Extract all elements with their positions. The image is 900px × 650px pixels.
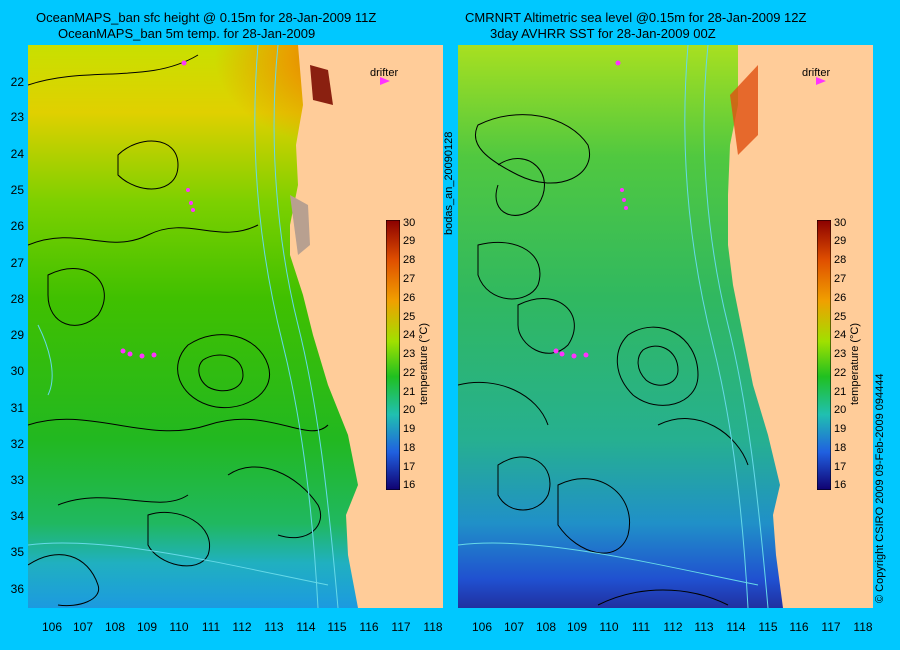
lon-tick: 111	[201, 620, 221, 634]
right-title-line2: 3day AVHRR SST for 28-Jan-2009 00Z	[490, 26, 716, 41]
colorbar-tick: 18	[834, 442, 847, 454]
lat-tick: 33	[10, 473, 24, 487]
colorbar-tick: 20	[403, 404, 416, 416]
lon-tick: 114	[296, 620, 316, 634]
colorbar-tick: 19	[403, 423, 416, 435]
right-colorbar-label: temperature (°C)	[849, 322, 861, 405]
lat-tick: 25	[10, 183, 24, 197]
land-mass	[728, 45, 873, 608]
right-title-line1: CMRNRT Altimetric sea level @0.15m for 2…	[465, 10, 807, 25]
left-colorbar-label: temperature (°C)	[418, 322, 430, 405]
lat-tick: 30	[10, 364, 24, 378]
lon-tick: 113	[694, 620, 714, 634]
lat-tick: 32	[10, 437, 24, 451]
lat-tick: 34	[10, 509, 24, 523]
lon-tick: 113	[264, 620, 284, 634]
lon-tick: 114	[726, 620, 746, 634]
right-drifter-label: drifter	[802, 67, 831, 79]
colorbar-tick: 27	[834, 273, 847, 285]
lon-tick: 116	[789, 620, 809, 634]
lon-tick: 106	[41, 620, 63, 634]
colorbar-tick: 17	[403, 461, 416, 473]
lon-tick: 109	[136, 620, 158, 634]
colorbar-tick: 21	[403, 386, 416, 398]
lat-tick: 26	[10, 219, 24, 233]
colorbar-tick: 22	[834, 367, 847, 379]
lat-tick: 31	[10, 401, 24, 415]
lon-tick: 107	[72, 620, 94, 634]
lon-tick: 109	[566, 620, 588, 634]
colorbar-tick: 17	[834, 461, 847, 473]
colorbar-tick: 30	[834, 217, 847, 229]
lon-tick: 118	[423, 620, 443, 634]
colorbar-tick: 24	[403, 329, 416, 341]
left-title-line2: OceanMAPS_ban 5m temp. for 28-Jan-2009	[58, 26, 316, 41]
colorbar-tick: 25	[834, 311, 847, 323]
lon-tick: 115	[327, 620, 347, 634]
lon-tick: 118	[853, 620, 873, 634]
lat-tick: 28	[10, 292, 24, 306]
land-mass	[290, 45, 443, 608]
colorbar-tick: 16	[403, 479, 416, 491]
lon-tick: 111	[631, 620, 651, 634]
copyright-label: © Copyright CSIRO 2009 09-Feb-2009 09444…	[874, 373, 886, 603]
lat-tick: 29	[10, 328, 24, 342]
colorbar-tick: 25	[403, 311, 416, 323]
lon-tick: 108	[535, 620, 557, 634]
left-title-line1: OceanMAPS_ban sfc height @ 0.15m for 28-…	[36, 10, 377, 25]
colorbar-tick: 23	[403, 348, 416, 360]
colorbar-tick: 24	[834, 329, 847, 341]
colorbar-tick: 21	[834, 386, 847, 398]
lon-tick: 115	[758, 620, 778, 634]
lat-tick: 23	[10, 110, 24, 124]
lon-tick: 110	[169, 620, 189, 634]
left-colorbar	[386, 220, 400, 490]
lon-tick: 116	[359, 620, 379, 634]
lon-tick: 106	[471, 620, 493, 634]
lon-tick: 112	[232, 620, 252, 634]
lon-tick: 117	[391, 620, 411, 634]
lat-tick: 27	[10, 256, 24, 270]
colorbar-tick: 29	[403, 235, 416, 247]
right-map	[458, 45, 873, 608]
left-side-label: bodas_an_20090128	[443, 131, 455, 235]
lon-tick: 112	[663, 620, 683, 634]
lon-tick: 108	[104, 620, 126, 634]
left-drifter-label: drifter	[370, 67, 399, 79]
colorbar-tick: 27	[403, 273, 416, 285]
lat-tick: 24	[10, 147, 24, 161]
lon-tick: 107	[503, 620, 525, 634]
lat-tick: 35	[10, 545, 24, 559]
colorbar-tick: 19	[834, 423, 847, 435]
colorbar-tick: 18	[403, 442, 416, 454]
colorbar-tick: 20	[834, 404, 847, 416]
colorbar-tick: 26	[403, 292, 416, 304]
colorbar-tick: 23	[834, 348, 847, 360]
lon-tick: 117	[821, 620, 841, 634]
colorbar-tick: 26	[834, 292, 847, 304]
lat-tick: 36	[10, 582, 24, 596]
colorbar-tick: 28	[403, 254, 416, 266]
colorbar-tick: 16	[834, 479, 847, 491]
lat-tick: 22	[10, 75, 24, 89]
right-colorbar	[817, 220, 831, 490]
colorbar-tick: 29	[834, 235, 847, 247]
colorbar-tick: 28	[834, 254, 847, 266]
colorbar-tick: 30	[403, 217, 416, 229]
lon-tick: 110	[599, 620, 619, 634]
left-map	[28, 45, 443, 608]
colorbar-tick: 22	[403, 367, 416, 379]
